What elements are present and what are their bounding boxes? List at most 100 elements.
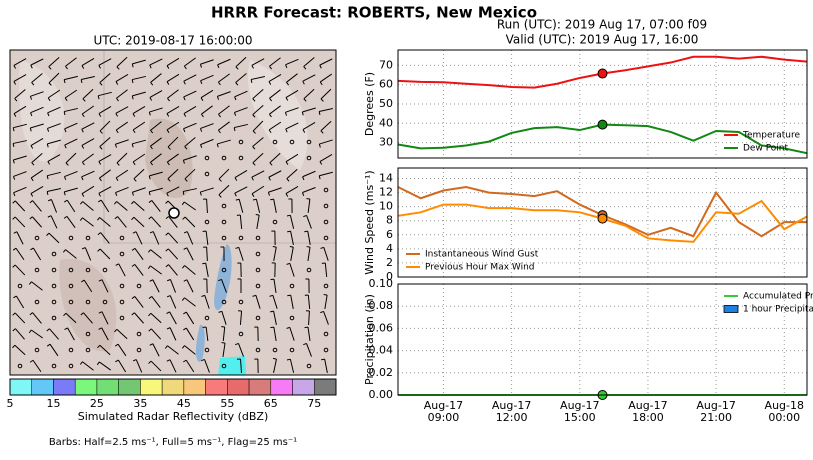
wind-barb bbox=[64, 97, 68, 102]
x-tick-label: Aug-17 15:00 bbox=[560, 399, 599, 424]
wind-barb bbox=[64, 138, 78, 146]
wind-barb bbox=[268, 74, 282, 82]
wind-barb bbox=[251, 58, 265, 66]
wind-barb bbox=[98, 154, 112, 162]
calm-barb bbox=[204, 347, 210, 353]
wind-barb bbox=[12, 176, 16, 180]
wind-barb bbox=[166, 359, 171, 362]
wind-barb bbox=[62, 249, 66, 253]
axes-frame bbox=[397, 49, 808, 159]
wind-barb bbox=[48, 82, 52, 86]
calm-barb bbox=[34, 299, 40, 305]
terrain bbox=[248, 60, 308, 170]
wind-barb bbox=[251, 193, 255, 197]
wind-barb bbox=[150, 328, 162, 340]
wind-barb bbox=[306, 343, 312, 357]
wind-barb bbox=[252, 89, 264, 99]
wind-barb bbox=[166, 73, 180, 83]
legend-label: Accumulated Precipitation bbox=[743, 292, 813, 302]
wind-barb bbox=[217, 58, 231, 66]
radar-echo bbox=[218, 356, 246, 375]
wind-barb bbox=[134, 312, 144, 324]
calm-barb bbox=[306, 139, 312, 145]
wind-barb bbox=[28, 329, 32, 334]
y-tick-label: 30 bbox=[379, 136, 393, 149]
colorbar-bin bbox=[53, 378, 76, 396]
wind-barb bbox=[133, 201, 145, 211]
wind-barb bbox=[30, 91, 44, 97]
calm-barb bbox=[238, 155, 244, 161]
wind-barb bbox=[166, 81, 170, 85]
wind-barb bbox=[133, 178, 137, 182]
wind-barb bbox=[12, 200, 16, 204]
wind-barb bbox=[270, 326, 274, 329]
wind-barb bbox=[320, 246, 324, 249]
colorbar-tick-label: 35 bbox=[133, 397, 147, 410]
wind-barb bbox=[135, 231, 143, 245]
calm-barb bbox=[68, 283, 74, 289]
wind-barb bbox=[307, 231, 311, 245]
wind-barb bbox=[306, 215, 312, 229]
wind-barb bbox=[99, 361, 111, 371]
wind-barb bbox=[132, 359, 137, 362]
wind-barb bbox=[12, 216, 16, 220]
wind-barb bbox=[302, 187, 316, 193]
wind-barb bbox=[320, 310, 324, 314]
colorbar-tick-label: 5 bbox=[7, 397, 14, 410]
wind-barb bbox=[81, 128, 84, 133]
colorbar-tick-label: 25 bbox=[90, 397, 104, 410]
wind-barb bbox=[135, 359, 143, 373]
wind-barb bbox=[82, 153, 94, 163]
wind-barb bbox=[182, 216, 186, 220]
run-title: Run (UTC): 2019 Aug 17, 07:00 f09 bbox=[497, 18, 707, 32]
calm-barb bbox=[51, 283, 57, 289]
wind-barb bbox=[131, 247, 136, 251]
wind-barb bbox=[148, 175, 151, 180]
wind-barb bbox=[252, 114, 256, 118]
wind-barb bbox=[166, 57, 180, 67]
calm-barb bbox=[221, 267, 227, 273]
wind-barb bbox=[31, 281, 43, 291]
x-tick-label: Aug-18 00:00 bbox=[765, 399, 804, 424]
calm-barb bbox=[255, 315, 261, 321]
wind-barb bbox=[82, 201, 94, 211]
wind-barb bbox=[64, 327, 68, 331]
wind-barb bbox=[117, 343, 127, 357]
calm-barb bbox=[289, 315, 295, 321]
wind-barb bbox=[183, 122, 197, 130]
wind-barb bbox=[14, 200, 26, 212]
wind-barb bbox=[101, 327, 109, 341]
wind-barb bbox=[149, 187, 163, 193]
y-tick-label: 40 bbox=[379, 116, 393, 129]
wind-barb bbox=[14, 344, 26, 356]
wind-barb bbox=[99, 120, 111, 132]
wind-barb bbox=[201, 105, 213, 115]
calm-barb bbox=[323, 347, 329, 353]
calm-barb bbox=[323, 219, 329, 225]
colorbar-bin bbox=[9, 378, 32, 396]
wind-barb bbox=[99, 169, 111, 179]
wind-barb bbox=[79, 217, 83, 221]
calm-barb bbox=[204, 315, 210, 321]
wind-barb bbox=[302, 170, 316, 178]
wind-barb bbox=[166, 192, 169, 197]
wind-barb bbox=[47, 161, 50, 165]
wind-barb bbox=[134, 248, 144, 260]
wind-barb bbox=[169, 327, 177, 341]
wind-barb bbox=[132, 231, 137, 234]
calm-barb bbox=[34, 347, 40, 353]
barbs-note: Barbs: Half=2.5 ms⁻¹, Full=5 ms⁻¹, Flag=… bbox=[49, 437, 297, 448]
wind-barb bbox=[251, 170, 265, 178]
wind-barb bbox=[324, 262, 328, 278]
wind-barb bbox=[99, 130, 103, 134]
wind-barb bbox=[148, 360, 152, 364]
wind-barb bbox=[134, 296, 144, 308]
calm-barb bbox=[323, 331, 329, 337]
wind-barb bbox=[304, 230, 308, 233]
wind-barb bbox=[117, 359, 127, 373]
wind-barb bbox=[200, 59, 214, 65]
wind-barb bbox=[63, 215, 68, 219]
wind-barb bbox=[238, 199, 244, 213]
wind-barb bbox=[218, 113, 221, 118]
wind-barb bbox=[183, 327, 187, 331]
